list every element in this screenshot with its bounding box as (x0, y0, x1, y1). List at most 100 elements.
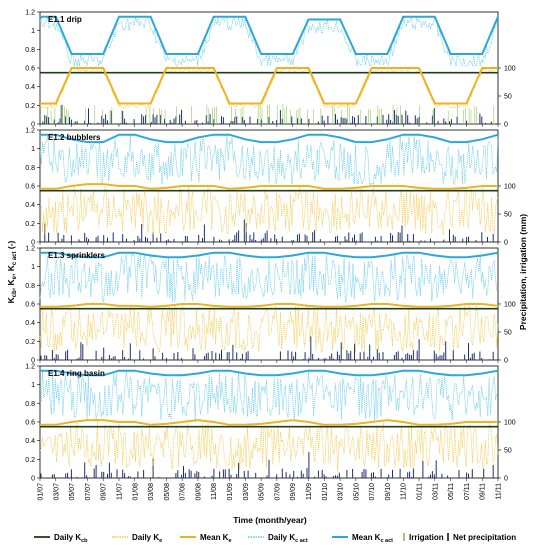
x-tick-label: 03/10 (338, 483, 345, 501)
y-right-tick-label: 50 (504, 212, 512, 219)
y-left-tick-label: 0.4 (25, 438, 35, 445)
y-left-tick-label: 0 (31, 476, 35, 483)
y-right-tick-label: 0 (504, 476, 508, 483)
mean-ke-line (40, 419, 498, 426)
x-tick-label: 01/11 (417, 483, 424, 500)
mean-ke-line (40, 183, 498, 190)
legend-item: Mean Kc act (332, 533, 393, 544)
y-left-tick-label: 0.8 (25, 283, 35, 290)
y-left-tick-label: 1 (31, 146, 35, 153)
x-tick-label: 03/11 (432, 483, 439, 500)
y-left-tick-label: 1.2 (25, 364, 35, 371)
y-right-tick-label: 100 (504, 184, 516, 191)
panel-frame (39, 11, 499, 125)
daily-ke-line (39, 303, 499, 354)
x-tick-label: 11/11 (496, 483, 503, 500)
y-right-tick-label: 0 (504, 358, 508, 365)
x-tick-label: 01/08 (132, 483, 139, 501)
panel-2: 0 0.2 0.4 0.6 0.8 1 1.2 0 50 100 E1.2 bubblers (25, 128, 516, 247)
y-left-tick-label: 0.6 (25, 420, 35, 427)
x-tick-label: 03/09 (243, 483, 250, 501)
y-left-tick-label: 0 (31, 122, 35, 129)
legend-label: Mean Kc act (352, 533, 393, 544)
y-right-tick-label: 50 (504, 330, 512, 337)
x-tick-label: 07/07 (85, 483, 92, 501)
x-tick-label: 11/09 (306, 483, 313, 500)
y-right-tick-label: 0 (504, 240, 508, 247)
mean-ke-line (40, 67, 498, 105)
x-tick-label: 09/09 (290, 483, 297, 501)
x-tick-label: 07/09 (274, 483, 281, 501)
x-tick-label: 05/09 (259, 483, 266, 501)
legend-item: Daily Kc act (248, 533, 308, 544)
y-left-tick-label: 1.2 (25, 128, 35, 135)
y-left-tick-label: 1 (31, 28, 35, 35)
x-axis-label: Time (month/year) (233, 515, 307, 525)
x-tick-label: 09/11 (480, 483, 487, 500)
legend-label: Mean Ke (200, 533, 232, 544)
daily-kc-act-line (39, 134, 499, 186)
x-tick-label: 05/07 (69, 483, 76, 501)
x-tick-label: 05/10 (353, 483, 360, 501)
y-right-tick-label: 50 (504, 94, 512, 101)
daily-kc-act-line (39, 370, 499, 421)
x-tick-label: 05/11 (448, 483, 455, 500)
legend-item: Irrigation (403, 533, 444, 542)
legend-label: Net precipitation (453, 533, 516, 542)
y-left-tick-label: 0.2 (25, 339, 35, 346)
y-left-tick-label: 0.8 (25, 401, 35, 408)
y-left-tick-label: 0.4 (25, 84, 35, 91)
x-tick-label: 07/08 (180, 483, 187, 501)
legend-label: Irrigation (409, 533, 444, 542)
x-tick-label: 03/07 (53, 483, 60, 501)
x-tick-label: 03/08 (148, 483, 155, 501)
x-tick-label: 09/07 (101, 483, 108, 501)
x-tick-label: 11/10 (401, 483, 408, 500)
legend-label: Daily Kc act (268, 533, 308, 544)
y-left-tick-label: 1 (31, 264, 35, 271)
y-left-tick-label: 0.6 (25, 66, 35, 73)
y-right-tick-label: 0 (504, 122, 508, 129)
y-right-tick-label: 100 (504, 420, 516, 427)
panel-1: 0 0.2 0.4 0.6 0.8 1 1.2 0 50 100 E1.1 drip (25, 10, 516, 129)
legend-label: Daily Ke (132, 533, 162, 544)
panel-title: E1.3 sprinklers (48, 251, 105, 260)
x-tick-label: 11/07 (116, 483, 123, 500)
panel-3: 0 0.2 0.4 0.6 0.8 1 1.2 0 50 100 E1.3 sprinklers (25, 246, 516, 365)
x-tick-label: 01/09 (227, 483, 234, 501)
legend: Daily Kcb Daily Ke Mean Ke Daily Kc act Mean… (34, 533, 516, 544)
x-tick-label: 09/08 (195, 483, 202, 501)
y-axis-left-label: Kcb, Ke, Kc act (-) (6, 240, 18, 303)
x-tick-label: 07/11 (464, 483, 471, 500)
y-axis-right-label: Precipitation, irrigation (mm) (518, 214, 528, 330)
legend-item: Daily Ke (112, 533, 162, 544)
mean-kc-act-line (40, 251, 499, 259)
y-left-tick-label: 0.8 (25, 47, 35, 54)
y-left-tick-label: 0.6 (25, 302, 35, 309)
daily-kc-act-line (39, 252, 499, 303)
y-left-tick-label: 0 (31, 240, 35, 247)
y-left-tick-label: 0.4 (25, 320, 35, 327)
x-tick-label: 11/08 (211, 483, 218, 500)
panel-4: 0 0.2 0.4 0.6 0.8 1 1.2 0 50 100 E1.4 ring basin (25, 364, 516, 483)
daily-ke-line (39, 185, 499, 236)
y-left-tick-label: 1.2 (25, 10, 35, 17)
legend-item: Daily Kcb (34, 533, 88, 544)
mean-kc-act-line (40, 133, 499, 144)
x-tick-label: 05/08 (164, 483, 171, 501)
y-left-tick-label: 1 (31, 382, 35, 389)
x-tick-label: 01/07 (38, 483, 45, 501)
y-left-tick-label: 0.2 (25, 221, 35, 228)
x-tick-label: 01/10 (322, 483, 329, 501)
y-left-tick-label: 0 (31, 358, 35, 365)
panel-title: E1.4 ring basin (48, 369, 105, 378)
y-left-tick-label: 0.6 (25, 184, 35, 191)
y-right-tick-label: 100 (504, 66, 516, 73)
legend-item: Mean Ke (180, 533, 232, 544)
y-left-tick-label: 0.2 (25, 103, 35, 110)
y-left-tick-label: 0.4 (25, 202, 35, 209)
x-tick-label: 07/10 (369, 483, 376, 501)
y-left-tick-label: 0.8 (25, 165, 35, 172)
